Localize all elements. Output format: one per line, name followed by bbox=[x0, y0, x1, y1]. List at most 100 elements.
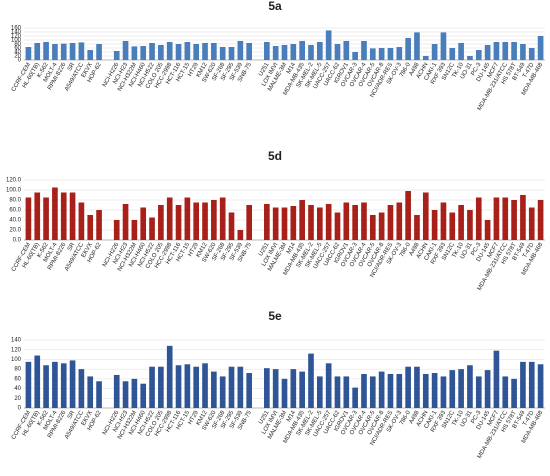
bar bbox=[387, 374, 394, 408]
bar bbox=[228, 366, 235, 408]
bar bbox=[361, 41, 367, 60]
bar bbox=[290, 44, 297, 60]
bar bbox=[246, 43, 253, 60]
bar bbox=[378, 371, 385, 408]
bar bbox=[193, 202, 200, 240]
bar bbox=[122, 204, 129, 240]
bar bbox=[78, 202, 85, 240]
bar bbox=[325, 363, 332, 408]
bar bbox=[149, 366, 155, 408]
bar bbox=[422, 374, 429, 408]
bar bbox=[219, 376, 226, 408]
bar bbox=[316, 376, 323, 408]
x-tick-label: M14 bbox=[286, 409, 297, 423]
y-tick-label: 120.0 bbox=[6, 178, 22, 184]
bar bbox=[528, 207, 535, 240]
bar bbox=[449, 48, 456, 60]
bar bbox=[122, 41, 129, 60]
bar bbox=[272, 46, 279, 60]
bar bbox=[396, 202, 403, 240]
chart-title: 5d bbox=[268, 149, 282, 163]
x-tick-label: SR bbox=[67, 241, 77, 252]
bar bbox=[458, 43, 464, 60]
bar bbox=[343, 41, 350, 60]
bar bbox=[184, 42, 191, 60]
bar bbox=[475, 50, 482, 60]
x-tick-label: SR bbox=[67, 409, 77, 420]
bar bbox=[369, 376, 376, 408]
y-tick-label: 0.0 bbox=[13, 238, 22, 244]
bar bbox=[308, 45, 314, 60]
x-tick-label: M14 bbox=[286, 241, 297, 255]
bar bbox=[405, 366, 411, 408]
bar bbox=[458, 205, 464, 240]
bar bbox=[493, 350, 500, 408]
bar bbox=[405, 38, 411, 60]
bar bbox=[493, 197, 500, 240]
bar bbox=[475, 376, 482, 408]
bar bbox=[343, 376, 350, 408]
bar bbox=[299, 41, 305, 60]
bar bbox=[467, 365, 473, 408]
bar bbox=[414, 32, 420, 60]
bar bbox=[175, 44, 182, 60]
y-tick-label: 40.0 bbox=[9, 218, 21, 224]
y-tick-label: 80 bbox=[14, 42, 21, 48]
bar bbox=[158, 45, 164, 60]
bar bbox=[511, 200, 517, 240]
bar bbox=[281, 207, 288, 240]
x-tick-label: M14 bbox=[286, 61, 297, 75]
bar bbox=[528, 48, 535, 60]
bar bbox=[299, 371, 305, 408]
bar bbox=[352, 205, 358, 240]
bar bbox=[140, 46, 147, 60]
y-tick-label: 0 bbox=[18, 58, 22, 64]
bar bbox=[149, 43, 155, 60]
bar bbox=[25, 197, 32, 240]
chart-title: 5a bbox=[268, 0, 282, 13]
bar bbox=[520, 361, 526, 408]
y-tick-label: 20.0 bbox=[9, 228, 21, 234]
bar bbox=[396, 47, 403, 60]
bar bbox=[290, 206, 297, 240]
bar bbox=[369, 215, 376, 240]
bar bbox=[140, 383, 147, 408]
bar bbox=[316, 207, 323, 240]
bar bbox=[166, 345, 173, 408]
bar bbox=[264, 368, 270, 408]
bar bbox=[431, 210, 438, 240]
bar bbox=[113, 220, 120, 240]
bar bbox=[290, 369, 297, 408]
bar bbox=[237, 41, 244, 60]
y-tick-label: 60.0 bbox=[9, 208, 21, 214]
bar bbox=[228, 212, 235, 240]
y-tick-label: 140 bbox=[11, 30, 22, 36]
bar bbox=[246, 205, 253, 240]
y-tick-label: 60 bbox=[14, 46, 21, 52]
bar bbox=[131, 46, 138, 60]
y-tick-label: 60 bbox=[14, 376, 21, 382]
bar bbox=[449, 212, 456, 240]
bar bbox=[211, 43, 217, 60]
bar bbox=[193, 44, 200, 60]
y-tick-label: 100 bbox=[11, 357, 22, 363]
bar bbox=[184, 197, 191, 240]
bar bbox=[520, 44, 526, 60]
bar bbox=[537, 200, 544, 240]
bar bbox=[369, 48, 376, 60]
bar bbox=[325, 204, 332, 240]
bar bbox=[87, 215, 94, 240]
bar bbox=[87, 376, 94, 408]
y-tick-label: 40 bbox=[14, 386, 21, 392]
bar bbox=[202, 43, 208, 60]
y-tick-label: 120 bbox=[11, 347, 22, 353]
bar bbox=[140, 207, 147, 240]
y-tick-label: 160 bbox=[11, 26, 22, 32]
bar bbox=[308, 205, 314, 240]
bar bbox=[511, 378, 517, 408]
y-tick-label: 0 bbox=[18, 406, 22, 412]
bar bbox=[69, 360, 76, 408]
bar bbox=[52, 187, 58, 240]
bar bbox=[405, 191, 411, 240]
